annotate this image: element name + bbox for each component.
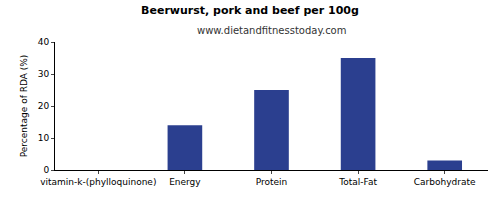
svg-text:www.dietandfitnesstoday.com: www.dietandfitnesstoday.com	[197, 25, 346, 36]
svg-text:Beerwurst, pork and beef per 1: Beerwurst, pork and beef per 100g	[141, 4, 359, 17]
svg-text:20: 20	[38, 101, 50, 111]
svg-text:Energy: Energy	[169, 177, 201, 187]
svg-text:Percentage of RDA (%): Percentage of RDA (%)	[19, 55, 29, 158]
svg-text:30: 30	[38, 69, 50, 79]
svg-text:Carbohydrate: Carbohydrate	[414, 177, 476, 187]
svg-text:Total-Fat: Total-Fat	[338, 177, 377, 187]
svg-text:Protein: Protein	[256, 177, 288, 187]
svg-text:vitamin-k-(phylloquinone): vitamin-k-(phylloquinone)	[40, 177, 156, 187]
svg-text:0: 0	[43, 165, 49, 175]
svg-text:40: 40	[38, 37, 50, 47]
svg-text:10: 10	[38, 133, 50, 143]
